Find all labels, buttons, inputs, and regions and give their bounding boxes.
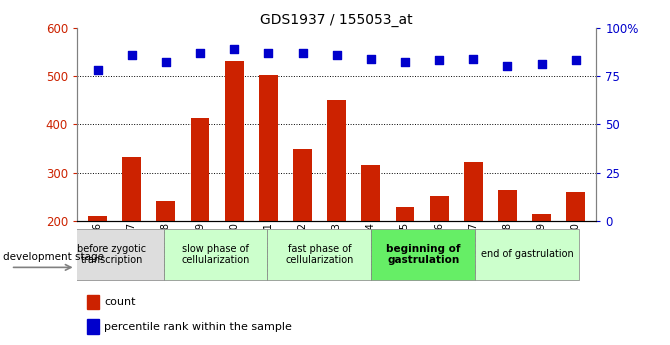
Bar bbox=[87, 295, 99, 309]
Bar bbox=[191, 118, 210, 221]
Text: end of gastrulation: end of gastrulation bbox=[480, 249, 574, 259]
Text: percentile rank within the sample: percentile rank within the sample bbox=[104, 322, 292, 332]
Bar bbox=[123, 157, 141, 221]
Text: development stage: development stage bbox=[3, 252, 105, 262]
Text: fast phase of
cellularization: fast phase of cellularization bbox=[285, 244, 354, 265]
Bar bbox=[60, 229, 163, 280]
Text: count: count bbox=[104, 297, 135, 307]
Bar bbox=[225, 61, 244, 221]
Bar bbox=[498, 190, 517, 221]
Bar bbox=[163, 229, 267, 280]
Point bbox=[127, 52, 137, 57]
Point bbox=[570, 58, 581, 63]
Bar bbox=[87, 319, 99, 334]
Bar bbox=[429, 196, 448, 221]
Title: GDS1937 / 155053_at: GDS1937 / 155053_at bbox=[261, 12, 413, 27]
Bar bbox=[464, 162, 482, 221]
Text: before zygotic
transcription: before zygotic transcription bbox=[77, 244, 146, 265]
Bar bbox=[566, 192, 585, 221]
Bar bbox=[259, 75, 278, 221]
Point bbox=[365, 56, 376, 61]
Bar bbox=[267, 229, 371, 280]
Bar bbox=[157, 201, 176, 221]
Point bbox=[468, 56, 478, 61]
Point bbox=[229, 46, 240, 52]
Point bbox=[92, 67, 103, 73]
Bar bbox=[395, 207, 414, 221]
Point bbox=[297, 50, 308, 56]
Bar bbox=[327, 100, 346, 221]
Point bbox=[332, 52, 342, 57]
Bar bbox=[371, 229, 475, 280]
Point bbox=[536, 61, 547, 67]
Bar bbox=[475, 229, 579, 280]
Text: beginning of
gastrulation: beginning of gastrulation bbox=[386, 244, 460, 265]
Bar bbox=[361, 165, 381, 221]
Bar bbox=[88, 216, 107, 221]
Point bbox=[263, 50, 274, 56]
Bar bbox=[532, 214, 551, 221]
Point bbox=[433, 58, 444, 63]
Point bbox=[195, 50, 206, 56]
Point bbox=[399, 60, 410, 65]
Bar bbox=[293, 149, 312, 221]
Point bbox=[502, 63, 513, 69]
Point bbox=[161, 60, 172, 65]
Text: slow phase of
cellularization: slow phase of cellularization bbox=[182, 244, 250, 265]
